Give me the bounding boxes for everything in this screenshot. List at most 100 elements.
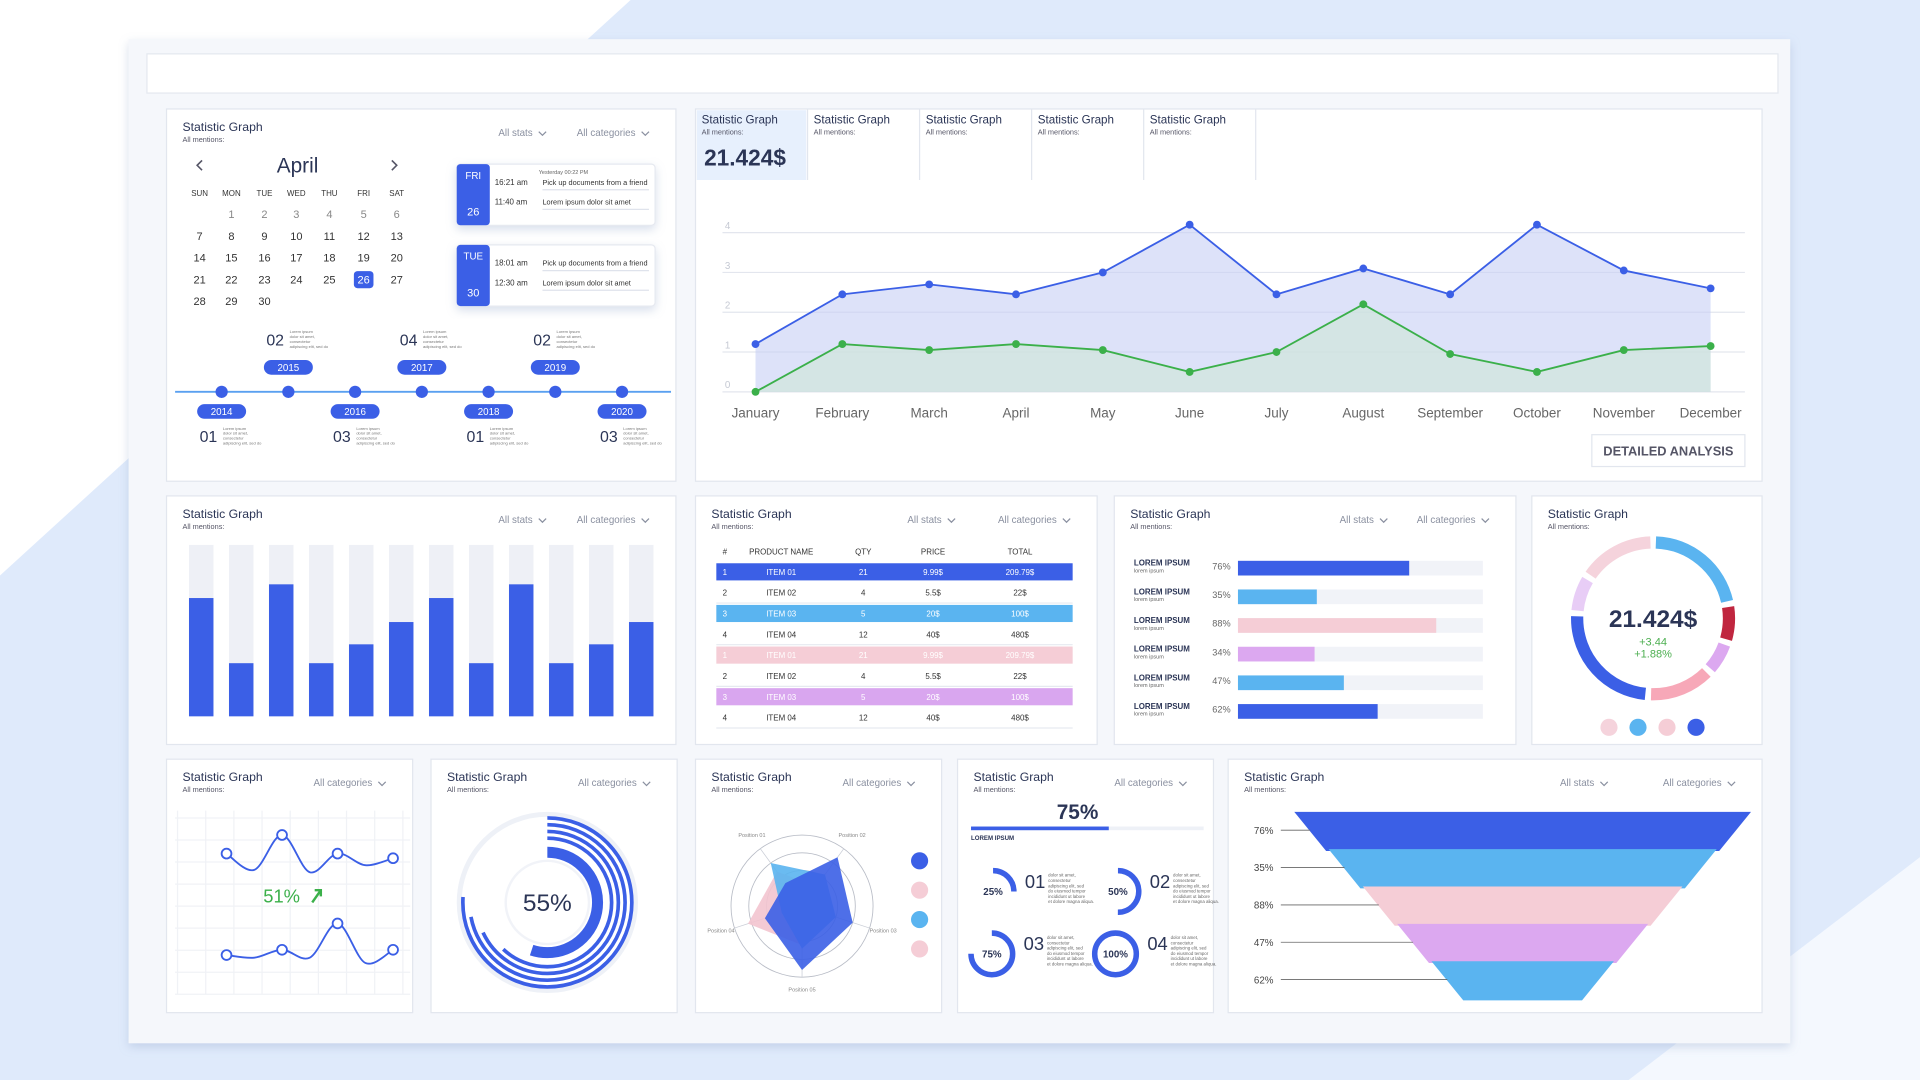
next-arrow[interactable] <box>391 159 398 171</box>
legend-dot <box>1600 718 1618 736</box>
button[interactable] <box>1591 434 1746 468</box>
funnel-stage <box>1431 961 1614 1001</box>
item-note: adipiscing elit, sed <box>1171 946 1207 951</box>
day[interactable]: 10 <box>290 231 302 243</box>
day[interactable]: 12 <box>358 231 370 243</box>
day[interactable]: 28 <box>193 296 205 308</box>
filter[interactable]: All stats <box>1340 515 1374 526</box>
table-header: TOTAL <box>1008 548 1033 557</box>
day[interactable]: 27 <box>391 274 403 286</box>
legend-dot <box>911 911 929 929</box>
filter[interactable]: All categories <box>1114 778 1173 789</box>
table-cell: 5.5$ <box>925 672 941 681</box>
count-note: Lorem ipsum <box>623 426 647 431</box>
weekday: THU <box>321 189 338 198</box>
stage-label: 88% <box>1254 901 1274 912</box>
day[interactable]: 5 <box>361 209 367 221</box>
tab-active <box>696 110 807 180</box>
day[interactable]: 9 <box>261 231 267 243</box>
day[interactable]: 26 <box>358 274 370 286</box>
day[interactable]: 14 <box>193 253 205 265</box>
count-note: adipiscing elit, sed do <box>356 440 395 445</box>
count-note: Lorem ipsum <box>356 426 380 431</box>
prev-arrow[interactable] <box>196 159 203 171</box>
day[interactable]: 21 <box>193 274 205 286</box>
day[interactable]: 13 <box>391 231 403 243</box>
panel-subtitle: All mentions: <box>182 135 224 144</box>
filter[interactable]: All categories <box>1417 515 1476 526</box>
year: 2017 <box>411 363 433 374</box>
count-note: consectetur <box>356 436 377 441</box>
day[interactable]: 24 <box>290 274 302 286</box>
bar-label: LOREM IPSUM <box>1134 645 1190 654</box>
point <box>1446 350 1455 358</box>
day[interactable]: 16 <box>258 253 270 265</box>
event-date: 30 <box>467 287 479 299</box>
day[interactable]: 2 <box>261 209 267 221</box>
day[interactable]: 7 <box>197 231 203 243</box>
day[interactable]: 1 <box>228 209 234 221</box>
day[interactable]: 6 <box>394 209 400 221</box>
chevron <box>1727 781 1736 787</box>
bar <box>468 663 494 717</box>
day[interactable]: 3 <box>293 209 299 221</box>
day[interactable]: 8 <box>228 231 234 243</box>
mini-value: 25% <box>983 887 1003 898</box>
bar-label: LOREM IPSUM <box>1134 702 1190 711</box>
day[interactable]: 29 <box>225 296 237 308</box>
panel-title: Statistic Graph <box>447 770 527 784</box>
filter[interactable]: All stats <box>498 515 532 526</box>
event-header: Yesterday 00:22 PM <box>539 170 589 176</box>
button-label[interactable]: DETAILED ANALYSIS <box>1603 444 1734 459</box>
day[interactable]: 22 <box>225 274 237 286</box>
day[interactable]: 4 <box>326 209 332 221</box>
day[interactable]: 23 <box>258 274 270 286</box>
table-header: PRODUCT NAME <box>749 548 813 557</box>
day[interactable]: 17 <box>290 253 302 265</box>
chevron <box>906 781 916 787</box>
filter[interactable]: All categories <box>314 778 373 789</box>
panel-title: Statistic Graph <box>1130 507 1210 521</box>
day[interactable]: 20 <box>391 253 403 265</box>
item-note: adipiscing elit, sed <box>1173 883 1209 888</box>
day[interactable]: 18 <box>323 253 335 265</box>
timeline-dot <box>282 385 295 398</box>
filter[interactable]: All categories <box>998 515 1057 526</box>
bar <box>1237 646 1315 662</box>
mini-donut <box>1091 930 1140 978</box>
day[interactable]: 25 <box>323 274 335 286</box>
filter[interactable]: All categories <box>843 778 902 789</box>
filter[interactable]: All categories <box>577 128 636 139</box>
item-note: do eiusmod tempor <box>1048 889 1086 894</box>
day[interactable]: 19 <box>358 253 370 265</box>
count-note: dolor sit amet, <box>490 431 515 436</box>
filter[interactable]: All categories <box>578 778 637 789</box>
day[interactable]: 15 <box>225 253 237 265</box>
count-note: adipiscing elit, sed do <box>557 344 596 349</box>
table-cell: 12 <box>859 630 868 639</box>
x-tick-label: November <box>1593 406 1656 421</box>
x-tick-label: January <box>732 406 780 421</box>
panel-subtitle: All mentions: <box>711 785 753 794</box>
count: 03 <box>333 429 351 446</box>
point <box>1706 284 1715 293</box>
legend-dot <box>911 881 929 899</box>
day[interactable]: 11 <box>324 231 335 243</box>
point <box>1098 268 1107 277</box>
point <box>276 943 288 956</box>
day[interactable]: 30 <box>258 296 270 308</box>
filter[interactable]: All stats <box>907 515 941 526</box>
event-time: 18:01 am <box>495 259 528 268</box>
filter[interactable]: All categories <box>577 515 636 526</box>
filter[interactable]: All categories <box>1663 778 1722 789</box>
count-note: adipiscing elit, sed do <box>223 440 262 445</box>
filter[interactable]: All stats <box>498 128 532 139</box>
point <box>220 847 233 860</box>
table-cell: 20$ <box>926 693 940 702</box>
series-line <box>755 303 1711 393</box>
filter[interactable]: All stats <box>1560 778 1594 789</box>
table-cell: 480$ <box>1011 630 1029 639</box>
tab-subtitle: All mentions: <box>702 128 744 137</box>
bar-label: LOREM IPSUM <box>1134 673 1190 682</box>
radar-area <box>764 857 853 971</box>
